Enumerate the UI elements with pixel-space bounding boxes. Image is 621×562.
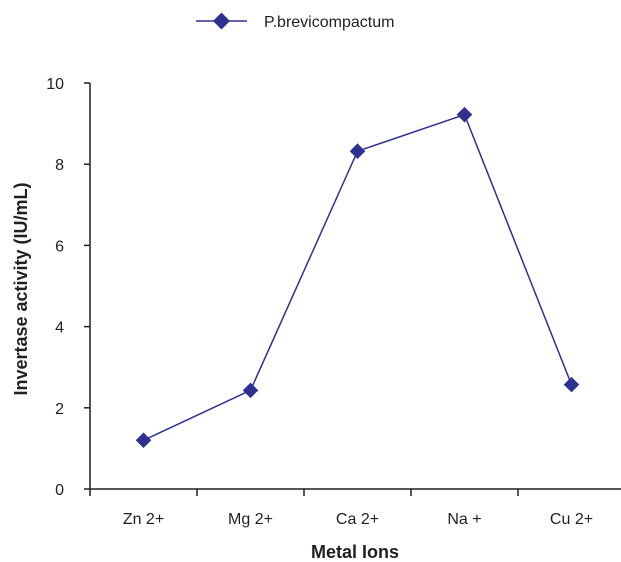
x-axis-title: Metal Ions	[311, 542, 399, 562]
legend: P.brevicompactum	[196, 12, 394, 31]
data-point-marker	[242, 382, 259, 399]
y-tick-label: 0	[55, 482, 64, 499]
data-point-marker	[456, 106, 473, 123]
y-axis-title: Invertase activity (IU/mL)	[11, 182, 31, 395]
data-point-marker	[563, 376, 580, 393]
y-tick-label: 4	[55, 320, 64, 337]
y-tick-label: 8	[55, 157, 64, 174]
x-tick-label: Zn 2+	[123, 511, 164, 528]
y-ticks: 0 2 4 6 8 10	[46, 76, 90, 499]
x-tick-label: Cu 2+	[550, 511, 593, 528]
legend-marker	[213, 12, 230, 30]
series-line	[143, 113, 573, 441]
x-tick-label: Mg 2+	[228, 511, 273, 528]
x-tick-label: Ca 2+	[336, 511, 379, 528]
y-tick-label: 2	[55, 401, 64, 418]
x-ticks: Zn 2+ Mg 2+ Ca 2+ Na + Cu 2+	[89, 489, 593, 528]
y-tick-label: 6	[55, 238, 64, 255]
data-point-marker	[135, 432, 152, 449]
series-p-brevicompactum	[135, 106, 580, 449]
y-tick-label: 10	[46, 76, 64, 93]
data-point-marker	[349, 143, 366, 159]
legend-label: P.brevicompactum	[264, 14, 394, 31]
x-tick-label: Na +	[447, 511, 481, 528]
